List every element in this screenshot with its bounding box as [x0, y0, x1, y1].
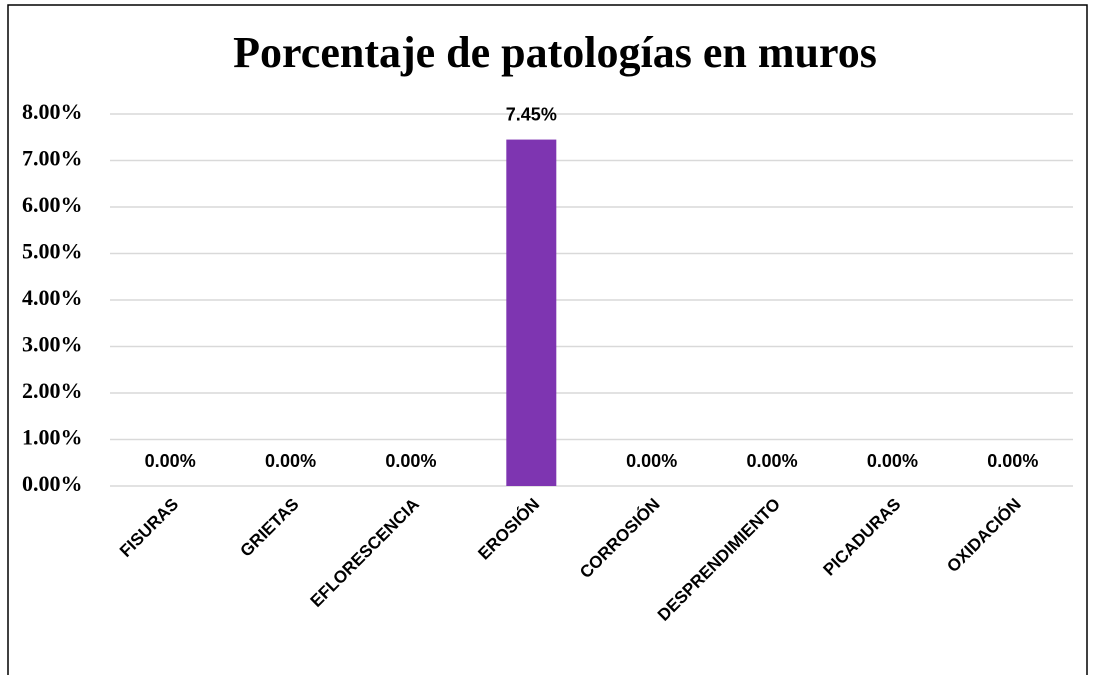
y-tick-label: 7.00%	[22, 146, 83, 171]
data-label: 0.00%	[626, 451, 677, 471]
y-tick-label: 5.00%	[22, 239, 83, 264]
data-label: 0.00%	[987, 451, 1038, 471]
y-tick-label: 1.00%	[22, 425, 83, 450]
data-label: 7.45%	[506, 104, 557, 124]
y-tick-label: 8.00%	[22, 99, 83, 124]
data-label: 0.00%	[385, 451, 436, 471]
y-tick-label: 6.00%	[22, 192, 83, 217]
data-label: 0.00%	[265, 451, 316, 471]
data-label: 0.00%	[145, 451, 196, 471]
y-tick-label: 0.00%	[22, 471, 83, 496]
bar	[506, 139, 557, 486]
data-label: 0.00%	[747, 451, 798, 471]
y-tick-label: 3.00%	[22, 332, 83, 357]
chart-title: Porcentaje de patologías en muros	[233, 28, 877, 77]
data-label: 0.00%	[867, 451, 918, 471]
y-tick-label: 2.00%	[22, 378, 83, 403]
y-tick-label: 4.00%	[22, 285, 83, 310]
